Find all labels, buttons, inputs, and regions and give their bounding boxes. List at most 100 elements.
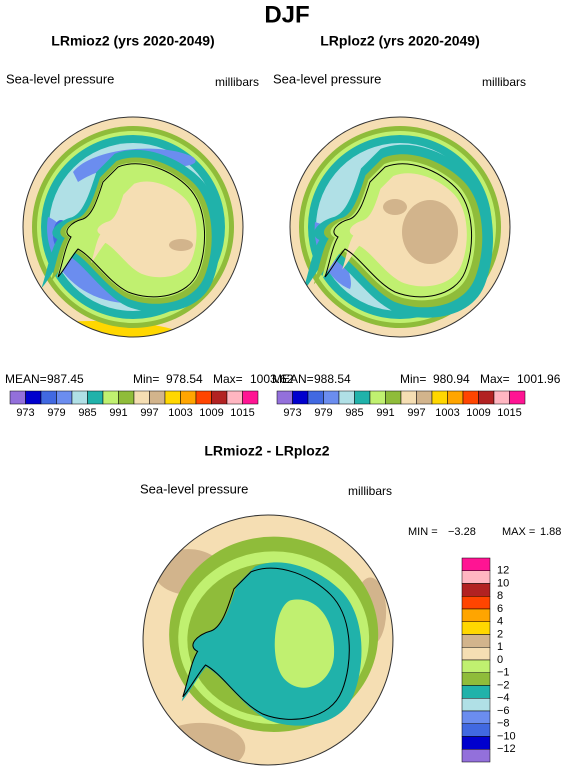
colorbar-swatch	[323, 390, 340, 405]
colorbar-label: 985	[78, 407, 96, 419]
colorbar-label: 985	[345, 407, 363, 419]
units-label: millibars	[215, 75, 259, 89]
colorbar-swatch	[461, 570, 491, 584]
colorbar-swatch	[478, 390, 495, 405]
contour-band	[383, 199, 407, 215]
figure-title: DJF	[264, 1, 309, 28]
map-fill	[23, 117, 243, 337]
colorbar-swatch	[102, 390, 119, 405]
colorbar-swatch	[431, 390, 448, 405]
contour-band	[23, 321, 188, 337]
colorbar-swatch	[118, 390, 135, 405]
colorbar-swatch	[9, 390, 26, 405]
stat-value: −3.28	[448, 526, 476, 538]
map-border	[289, 116, 511, 338]
colorbar-label: 973	[283, 407, 301, 419]
map-border	[22, 116, 244, 338]
colorbar-label: 10	[497, 577, 509, 589]
stat-value: 978.54	[166, 372, 203, 386]
colorbar-label: 6	[497, 603, 503, 615]
colorbar-label: 1	[497, 641, 503, 653]
colorbar-swatch	[87, 390, 104, 405]
colorbar-label: 973	[16, 407, 34, 419]
colorbar-label: 0	[497, 654, 503, 666]
variable-label: Sea-level pressure	[140, 481, 248, 496]
colorbar-swatch	[56, 390, 73, 405]
colorbar-label: 997	[140, 407, 158, 419]
colorbar-label: −12	[497, 743, 516, 755]
colorbar-label: 979	[47, 407, 65, 419]
panel-title: LRmioz2 (yrs 2020-2049)	[51, 33, 214, 49]
stat-value: 980.94	[433, 372, 470, 386]
colorbar-label: −8	[497, 718, 510, 730]
colorbar-label: 1003	[435, 407, 459, 419]
colorbar-swatch	[461, 557, 491, 571]
map	[142, 514, 394, 766]
map	[22, 116, 244, 338]
colorbar-swatch	[338, 390, 355, 405]
contour-band	[169, 239, 193, 251]
colorbar-swatch	[416, 390, 433, 405]
map-fill	[290, 117, 510, 337]
stat-label: MEAN=	[5, 372, 47, 386]
stat-label: Max=	[480, 372, 510, 386]
colorbar-swatch	[462, 390, 479, 405]
colorbar-swatch	[461, 596, 491, 610]
stat-value: 988.54	[314, 372, 351, 386]
colorbar-label: −4	[497, 692, 510, 704]
colorbar-swatch	[276, 390, 293, 405]
colorbar-swatch	[461, 647, 491, 661]
colorbar-swatch	[25, 390, 42, 405]
colorbar-label: 1009	[466, 407, 490, 419]
stat-label: MEAN=	[272, 372, 314, 386]
stat-label: MIN =	[408, 526, 438, 538]
colorbar-swatch	[461, 749, 491, 763]
colorbar-swatch	[40, 390, 57, 405]
colorbar-label: 2	[497, 628, 503, 640]
colorbar-swatch	[461, 621, 491, 635]
contour-band	[274, 599, 335, 688]
colorbar-label: −1	[497, 667, 510, 679]
map	[289, 116, 511, 338]
colorbar-swatch	[307, 390, 324, 405]
colorbar-swatch	[461, 698, 491, 712]
colorbar-swatch	[369, 390, 386, 405]
colorbar-swatch	[71, 390, 88, 405]
colorbar-swatch	[461, 659, 491, 673]
colorbar-label: 991	[109, 407, 127, 419]
stat-value: 1003.62	[250, 372, 294, 386]
colorbar-swatch	[461, 710, 491, 724]
colorbar-swatch	[509, 390, 526, 405]
colorbar-swatch	[461, 736, 491, 750]
colorbar-label: 8	[497, 590, 503, 602]
variable-label: Sea-level pressure	[273, 71, 381, 86]
stat-value: 1001.96	[517, 372, 561, 386]
units-label: millibars	[348, 484, 392, 498]
colorbar-label: −6	[497, 705, 510, 717]
colorbar-swatch	[447, 390, 464, 405]
colorbar-swatch	[149, 390, 166, 405]
colorbar-swatch	[164, 390, 181, 405]
colorbar-swatch	[195, 390, 212, 405]
colorbar-label: 979	[314, 407, 332, 419]
colorbar-swatch	[400, 390, 417, 405]
map-border	[142, 514, 394, 766]
colorbar-label: −10	[497, 730, 516, 742]
colorbar-swatch	[292, 390, 309, 405]
colorbar-label: 1015	[497, 407, 521, 419]
colorbar-swatch	[354, 390, 371, 405]
colorbar-label: 1015	[230, 407, 254, 419]
contour-band	[402, 200, 458, 264]
colorbar-label: −2	[497, 679, 510, 691]
colorbar-swatch	[242, 390, 259, 405]
colorbar-swatch	[461, 608, 491, 622]
stat-value: 1.88	[540, 526, 561, 538]
colorbar-label: 12	[497, 565, 509, 577]
panel-title: LRmioz2 - LRploz2	[204, 443, 329, 459]
colorbar-swatch	[493, 390, 510, 405]
colorbar-swatch	[461, 634, 491, 648]
stat-label: Min=	[133, 372, 159, 386]
